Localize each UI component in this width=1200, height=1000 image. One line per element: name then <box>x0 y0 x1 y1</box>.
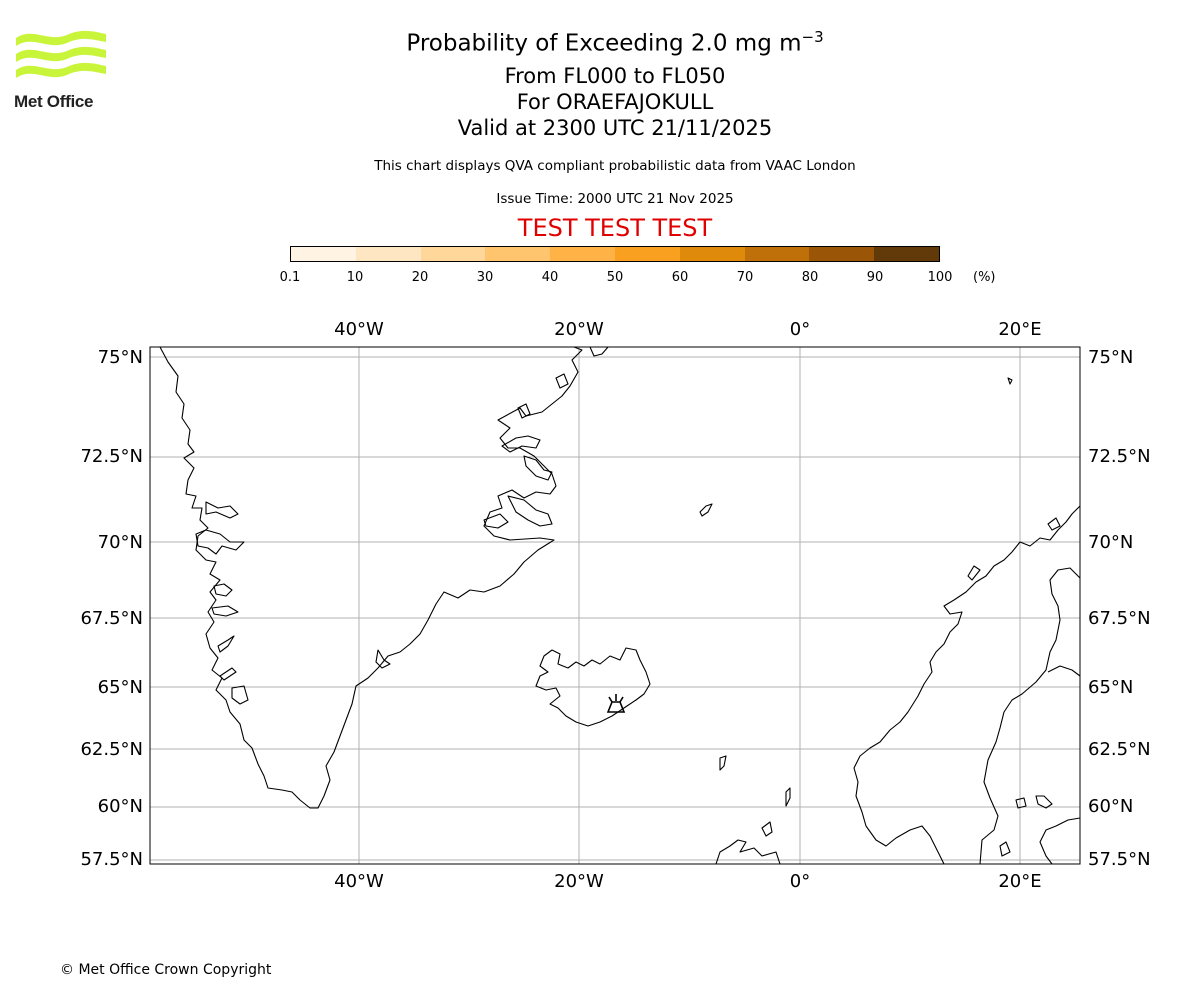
colorbar-tick-label: 20 <box>411 270 429 285</box>
british-isles-coastline <box>715 839 781 865</box>
volcano-name: For ORAEFAJOKULL <box>516 90 714 114</box>
lat-label-left: 57.5°N <box>80 849 143 870</box>
lat-label-right: 67.5°N <box>1088 608 1151 629</box>
lat-label-left: 75°N <box>98 347 143 368</box>
map-frame <box>149 346 1081 865</box>
lat-label-right: 65°N <box>1088 677 1133 698</box>
colorbar-segment <box>874 247 939 261</box>
lon-label-top: 20°E <box>998 319 1041 340</box>
colorbar-segment <box>291 247 356 261</box>
iceland-coastline <box>535 647 651 727</box>
lat-label-left: 65°N <box>98 677 143 698</box>
colorbar-segment <box>744 247 810 261</box>
lat-label-right: 72.5°N <box>1088 446 1151 467</box>
colorbar-tick-label: 100 <box>927 270 953 285</box>
issue-time: Issue Time: 2000 UTC 21 Nov 2025 <box>496 191 734 207</box>
colorbar-segment <box>809 247 875 261</box>
lon-label-bottom: 20°E <box>998 871 1041 892</box>
colorbar-tick-label: 30 <box>476 270 494 285</box>
colorbar-tick-label: 40 <box>541 270 559 285</box>
lon-label-bottom: 40°W <box>334 871 384 892</box>
lon-label-bottom: 20°W <box>554 871 604 892</box>
lon-label-bottom: 0° <box>790 871 810 892</box>
volcano-icon <box>606 694 626 713</box>
colorbar-tick-label: 50 <box>606 270 624 285</box>
greenland-coastline <box>159 346 583 809</box>
colorbar-segment <box>550 247 615 261</box>
met-office-logo: Met Office <box>14 28 109 113</box>
colorbar-tick-label: 80 <box>801 270 819 285</box>
lon-label-top: 20°W <box>554 319 604 340</box>
lat-label-left: 67.5°N <box>80 608 143 629</box>
colorbar-segment <box>614 247 680 261</box>
lat-label-left: 72.5°N <box>80 446 143 467</box>
lat-label-left: 70°N <box>98 532 143 553</box>
title-exponent: −3 <box>801 28 824 46</box>
chart-title: Probability of Exceeding 2.0 mg m−3 <box>406 28 824 57</box>
met-office-waves-icon <box>16 30 106 78</box>
copyright: © Met Office Crown Copyright <box>60 962 272 978</box>
lat-label-right: 57.5°N <box>1088 849 1151 870</box>
test-banner: TEST TEST TEST <box>517 214 713 242</box>
valid-time: Valid at 2300 UTC 21/11/2025 <box>457 116 773 140</box>
scandinavia-coastline <box>853 505 1081 865</box>
lat-label-left: 62.5°N <box>80 739 143 760</box>
compliance-note: This chart displays QVA compliant probab… <box>374 158 856 174</box>
map-gridlines <box>150 347 1080 864</box>
lat-label-left: 60°N <box>98 796 143 817</box>
colorbar-tick-label: 90 <box>866 270 884 285</box>
colorbar-segment <box>355 247 421 261</box>
colorbar-tick-label: 0.1 <box>279 270 301 285</box>
colorbar-segment <box>420 247 486 261</box>
lat-label-right: 60°N <box>1088 796 1133 817</box>
colorbar-unit: (%) <box>973 270 996 285</box>
lat-label-right: 75°N <box>1088 347 1133 368</box>
lat-label-right: 62.5°N <box>1088 739 1151 760</box>
probability-colorbar <box>290 246 940 262</box>
colorbar-tick-label: 10 <box>346 270 364 285</box>
colorbar-tick-label: 60 <box>671 270 689 285</box>
logo-text: Met Office <box>14 92 94 111</box>
lon-label-top: 40°W <box>334 319 384 340</box>
lat-label-right: 70°N <box>1088 532 1133 553</box>
lon-label-top: 0° <box>790 319 810 340</box>
level-range: From FL000 to FL050 <box>504 64 726 88</box>
colorbar-segment <box>679 247 745 261</box>
colorbar-tick-label: 70 <box>736 270 754 285</box>
colorbar-segment <box>485 247 551 261</box>
